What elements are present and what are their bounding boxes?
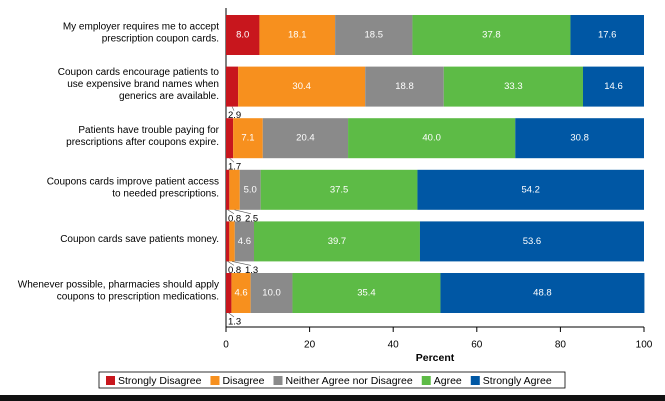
category-label: prescriptions after coupons expire. — [66, 137, 219, 148]
value-label: 54.2 — [521, 184, 540, 195]
x-tick-label: 60 — [471, 340, 483, 351]
category-label: prescription coupon cards. — [102, 34, 219, 45]
value-label: 37.5 — [330, 184, 349, 195]
category-label: Coupon cards save patients money. — [60, 234, 219, 245]
value-label: 2.5 — [245, 213, 258, 224]
bar-segment — [229, 221, 235, 262]
bar-segment — [417, 169, 644, 210]
value-label: 10.0 — [262, 288, 281, 299]
legend-label: Strongly Agree — [483, 375, 552, 387]
value-label: 30.4 — [292, 81, 311, 92]
legend-swatch — [470, 376, 480, 385]
legend-label: Neither Agree nor Disagree — [286, 375, 413, 387]
value-label: 39.7 — [328, 236, 347, 247]
bar-segment — [229, 169, 240, 210]
bar-segment — [443, 66, 583, 107]
legend-label: Disagree — [222, 375, 264, 387]
bar-segment — [226, 273, 232, 313]
value-label: 48.8 — [533, 288, 552, 299]
value-label: 4.6 — [238, 236, 251, 247]
legend-label: Agree — [434, 375, 462, 387]
leader-line — [227, 261, 235, 266]
bar-segment — [226, 118, 234, 159]
category-label: to needed prescriptions. — [112, 188, 219, 199]
value-label: 37.8 — [482, 30, 501, 41]
leader-line — [227, 209, 235, 215]
x-tick-label: 0 — [223, 340, 229, 351]
x-tick-label: 40 — [388, 340, 400, 351]
bar-segment — [239, 169, 261, 210]
bar-segment — [226, 66, 239, 107]
bar-segment — [231, 273, 251, 313]
category-label: My employer requires me to accept — [63, 22, 219, 33]
value-label: 17.6 — [598, 30, 617, 41]
bar-segment — [515, 118, 644, 159]
value-label: 1.3 — [228, 317, 241, 328]
leader-line — [228, 312, 235, 318]
value-label: 0.8 — [228, 265, 241, 276]
value-label: 20.4 — [296, 133, 315, 144]
value-label: 33.3 — [504, 81, 523, 92]
x-tick-label: 20 — [304, 340, 316, 351]
bar-segment — [262, 118, 349, 159]
x-tick-label: 100 — [636, 340, 653, 351]
bar-segment — [234, 221, 255, 262]
value-label: 8.0 — [236, 30, 249, 41]
x-axis-label: Percent — [416, 352, 455, 364]
value-label: 7.1 — [241, 133, 254, 144]
bar-segment — [259, 15, 336, 55]
legend-swatch — [106, 376, 115, 385]
bar-segment — [250, 273, 293, 313]
legend-box — [98, 371, 566, 389]
value-label: 1.3 — [245, 265, 258, 276]
bar-segment — [419, 221, 644, 262]
bar-segment — [348, 118, 516, 159]
bar-segment — [226, 15, 260, 55]
legend-swatch — [210, 376, 220, 385]
bar-segment — [570, 15, 644, 55]
category-label: Coupons cards improve patient access — [47, 176, 219, 187]
bar-segment — [365, 66, 444, 107]
value-label: 0.8 — [228, 213, 241, 224]
value-label: 1.7 — [228, 162, 241, 173]
bar-segment — [260, 169, 418, 210]
category-label: Patients have trouble paying for — [78, 125, 219, 136]
bar-segment — [582, 66, 644, 107]
legend-swatch — [273, 376, 283, 385]
category-label: Whenever possible, pharmacies should app… — [18, 280, 219, 291]
category-label: coupons to prescription medications. — [57, 292, 219, 303]
leader-line — [234, 209, 252, 215]
value-label: 53.6 — [523, 236, 542, 247]
legend-label: Strongly Disagree — [118, 375, 202, 387]
value-label: 5.0 — [244, 184, 257, 195]
leader-line — [231, 106, 235, 111]
leader-line — [231, 261, 252, 266]
value-label: 18.5 — [365, 30, 384, 41]
value-label: 4.6 — [234, 288, 247, 299]
x-tick-label: 80 — [555, 340, 567, 351]
value-label: 30.8 — [570, 133, 589, 144]
bar-segment — [233, 118, 263, 159]
bar-segment — [440, 273, 645, 313]
value-label: 14.6 — [604, 81, 623, 92]
bar-segment — [226, 169, 230, 210]
bar-segment — [335, 15, 413, 55]
legend-swatch — [421, 376, 431, 385]
category-label: Coupon cards encourage patients to — [58, 67, 220, 78]
value-label: 2.9 — [228, 110, 241, 121]
value-label: 40.0 — [422, 133, 441, 144]
value-label: 18.1 — [288, 30, 307, 41]
bar-segment — [292, 273, 441, 313]
value-label: 18.8 — [395, 81, 414, 92]
value-label: 35.4 — [357, 288, 376, 299]
bar-segment — [254, 221, 420, 262]
leader-line — [229, 157, 235, 163]
category-label: generics are available. — [119, 91, 219, 102]
bottom-band — [0, 395, 665, 401]
bar-segment — [226, 221, 230, 262]
category-label: use expensive brand names when — [67, 79, 219, 90]
bar-segment — [238, 66, 366, 107]
bar-segment — [412, 15, 571, 55]
